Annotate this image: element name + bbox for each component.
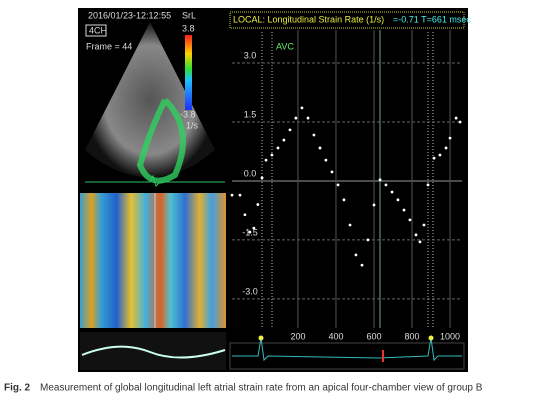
scale-name: SrL bbox=[182, 10, 196, 20]
data-point bbox=[422, 223, 426, 227]
chart-title: LOCAL: Longitudinal Strain Rate (1/s) bbox=[233, 14, 384, 24]
data-point bbox=[348, 223, 352, 227]
data-point bbox=[342, 198, 346, 202]
data-point bbox=[306, 116, 310, 120]
data-point bbox=[256, 203, 260, 206]
data-point bbox=[230, 193, 234, 197]
data-point bbox=[238, 193, 242, 197]
data-point bbox=[264, 158, 268, 162]
timestamp: 2016/01/23-12:12:55 bbox=[88, 10, 171, 20]
data-point bbox=[384, 183, 388, 187]
data-point bbox=[248, 230, 252, 234]
data-point bbox=[336, 183, 340, 187]
caption-text: Measurement of global longitudinal left … bbox=[40, 383, 483, 394]
data-point bbox=[378, 178, 382, 182]
data-point bbox=[360, 263, 364, 267]
data-point bbox=[270, 153, 274, 157]
data-point bbox=[330, 170, 334, 174]
data-point bbox=[354, 253, 358, 257]
scale-min: -3.8 bbox=[180, 109, 196, 119]
data-point bbox=[396, 198, 400, 202]
y-tick-label: -3.0 bbox=[242, 286, 258, 296]
data-point bbox=[276, 146, 280, 150]
data-point bbox=[243, 213, 247, 217]
scale-unit: 1/s bbox=[186, 120, 199, 130]
y-tick-label: 1.5 bbox=[244, 109, 257, 119]
data-point bbox=[444, 146, 448, 150]
caption-label: Fig. 2 bbox=[4, 383, 31, 394]
ecg-small bbox=[85, 174, 225, 187]
x-tick-label: 800 bbox=[404, 331, 419, 341]
ecg-trace-left bbox=[81, 345, 226, 359]
data-point bbox=[458, 120, 462, 124]
ecg-marker bbox=[258, 335, 264, 341]
data-point bbox=[324, 158, 328, 162]
x-tick-label: 400 bbox=[328, 331, 343, 341]
x-tick-label: 200 bbox=[290, 331, 305, 341]
data-point bbox=[414, 233, 418, 237]
view-box bbox=[85, 24, 107, 37]
view-label: 4CH bbox=[89, 25, 107, 35]
avc-label: AVC bbox=[276, 41, 294, 51]
data-point bbox=[448, 136, 452, 140]
data-point bbox=[408, 218, 412, 222]
readout: =-0.71 T=661 msec bbox=[393, 14, 471, 24]
ecg-panel-left bbox=[80, 332, 226, 370]
data-point bbox=[438, 153, 442, 157]
data-point bbox=[372, 203, 376, 207]
data-point bbox=[426, 183, 430, 187]
data-point bbox=[454, 116, 458, 120]
strain-overlay bbox=[136, 97, 186, 184]
data-point bbox=[390, 190, 394, 194]
ecg-panel-right bbox=[229, 342, 465, 370]
y-tick-label: 3.0 bbox=[244, 50, 257, 60]
y-tick-label: 0.0 bbox=[244, 168, 257, 178]
data-point bbox=[288, 128, 292, 132]
data-point bbox=[312, 133, 316, 137]
frame-label: Frame = 44 bbox=[86, 41, 132, 51]
data-point bbox=[402, 208, 406, 212]
data-point bbox=[252, 226, 256, 230]
x-tick-label: 1000 bbox=[440, 331, 460, 341]
x-tick-label: 600 bbox=[366, 331, 381, 341]
ecg-marker bbox=[428, 335, 434, 341]
m-mode-image bbox=[80, 193, 226, 328]
scale-max: 3.8 bbox=[182, 23, 195, 33]
data-point bbox=[366, 238, 370, 242]
data-point bbox=[282, 138, 286, 142]
data-point bbox=[418, 240, 422, 244]
data-point bbox=[432, 156, 436, 160]
data-point bbox=[294, 116, 298, 120]
color-bar bbox=[185, 35, 192, 110]
header-box bbox=[229, 11, 465, 29]
data-point bbox=[318, 146, 322, 150]
data-point bbox=[260, 176, 264, 180]
ecg-trace-right bbox=[232, 337, 462, 362]
data-point bbox=[300, 106, 304, 110]
